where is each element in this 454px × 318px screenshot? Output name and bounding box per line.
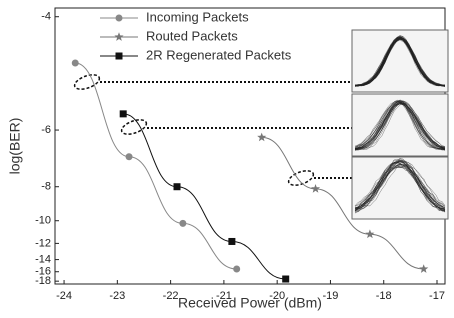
marker	[179, 220, 186, 227]
x-axis-label: Received Power (dBm)	[178, 295, 322, 311]
annotations	[73, 72, 352, 188]
x-tick-label: -19	[322, 290, 338, 302]
marker	[72, 59, 79, 66]
y-tick-label: -12	[35, 237, 51, 249]
y-tick-label: -14	[35, 253, 51, 265]
y-tick-label: -10	[35, 215, 51, 227]
x-tick-label: -20	[269, 290, 285, 302]
eye-diagrams	[352, 30, 448, 219]
page: {"chart_data": {"type": "line", "x_label…	[0, 0, 454, 318]
x-tick-label: -17	[429, 290, 445, 302]
x-tick-label: -22	[163, 290, 179, 302]
x-tick-label: -21	[216, 290, 232, 302]
y-tick-label: -4	[41, 11, 51, 23]
marker	[233, 265, 240, 272]
legend-label: Routed Packets	[146, 28, 238, 43]
x-tick-label: -18	[376, 290, 392, 302]
x-tick-label: -24	[56, 290, 72, 302]
y-tick-label: -6	[41, 124, 51, 136]
ellipse	[73, 72, 102, 92]
marker	[228, 238, 235, 245]
marker	[174, 183, 181, 190]
marker	[311, 184, 320, 193]
legend-label: 2R Regenerated Packets	[146, 47, 292, 62]
marker	[282, 276, 289, 283]
legend-label: Incoming Packets	[146, 9, 249, 24]
chart: Received Power (dBm) log(BER) -24 -23 -22 -…	[0, 0, 454, 318]
marker	[114, 32, 123, 41]
ellipse	[287, 168, 316, 188]
marker	[116, 53, 123, 60]
marker	[126, 153, 133, 160]
marker	[120, 110, 127, 117]
marker	[365, 229, 374, 238]
marker	[257, 133, 266, 142]
marker	[419, 264, 428, 273]
y-tick-label: -18	[35, 275, 51, 287]
x-tick-label: -23	[109, 290, 125, 302]
y-tick-label: -8	[41, 181, 51, 193]
marker	[116, 15, 123, 22]
y-axis-label: log(BER)	[7, 118, 23, 175]
